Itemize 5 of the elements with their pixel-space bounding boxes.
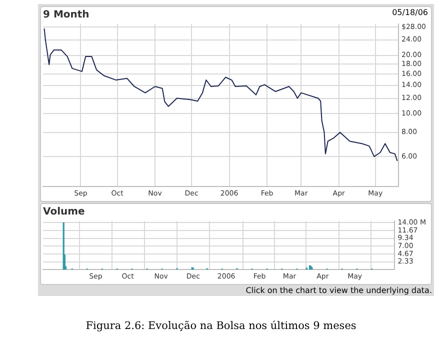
chart-title: 9 Month <box>43 10 90 21</box>
text: Figura 2.6: Evolução na Bolsa nos últimos 9 meses <box>84 320 358 332</box>
chart-title: Volume <box>43 206 86 218</box>
text: 05/18/06 <box>392 8 428 17</box>
text: Click on the chart to view the underlying data. <box>246 286 432 295</box>
